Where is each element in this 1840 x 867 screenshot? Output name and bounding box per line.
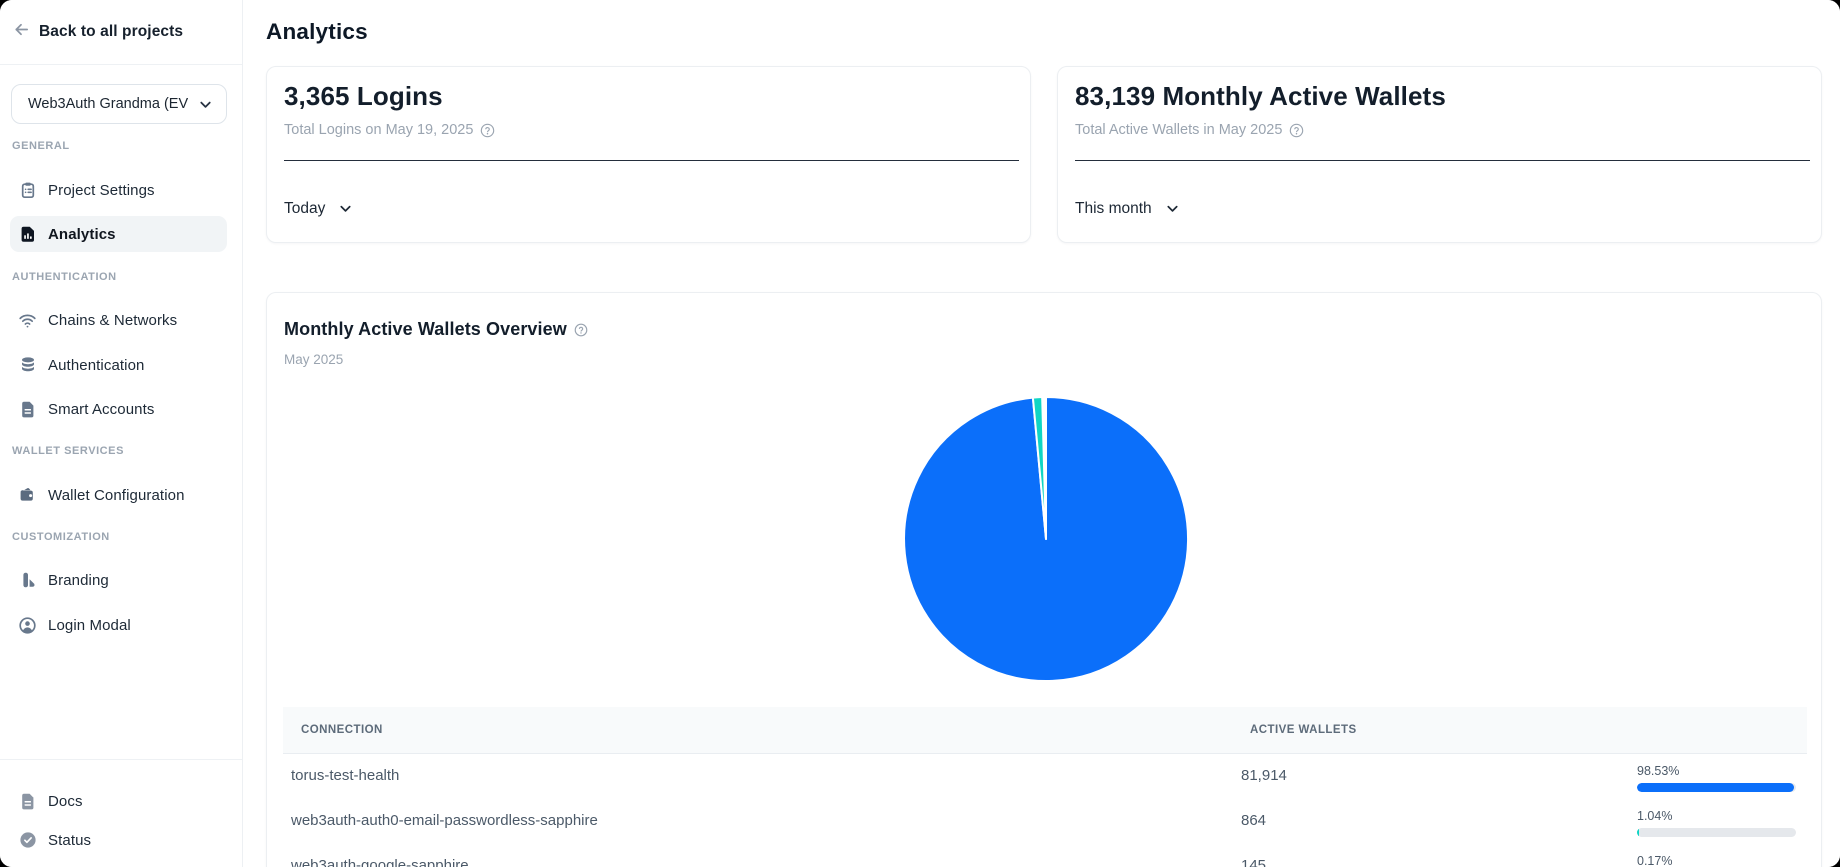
database-icon — [18, 356, 37, 375]
connection-cell: torus-test-health — [291, 767, 400, 784]
help-icon[interactable] — [1289, 123, 1304, 138]
paintbrush-icon — [18, 571, 37, 590]
monthly-active-wallets-card: Monthly Active Wallets Overview May 2025… — [266, 292, 1822, 867]
pct-label: 0.17% — [1637, 854, 1673, 867]
sidebar-item-wallet-configuration[interactable]: Wallet Configuration — [10, 477, 227, 513]
project-selector-value: Web3Auth Grandma (EV — [28, 96, 189, 112]
logins-stat-subtitle: Total Logins on May 19, 2025 — [284, 122, 495, 138]
chevron-down-icon — [198, 97, 213, 112]
share-cell: 98.53% — [1637, 764, 1796, 792]
active-wallets-cell: 145 — [1241, 857, 1267, 867]
sidebar: Back to all projects Web3Auth Grandma (E… — [0, 0, 243, 867]
sidebar-item-label: Project Settings — [48, 181, 155, 199]
sidebar-item-label: Analytics — [48, 225, 116, 243]
share-cell: 1.04% — [1637, 809, 1796, 837]
overview-subtitle: May 2025 — [284, 352, 344, 367]
active-wallets-cell: 81,914 — [1241, 767, 1287, 784]
chevron-down-icon — [1165, 201, 1180, 216]
logins-stat-title: 3,365 Logins — [284, 81, 443, 111]
bar-chart-icon — [18, 225, 37, 244]
wallet-icon — [18, 486, 37, 505]
page-title: Analytics — [266, 19, 368, 44]
logins-stat-card: 3,365 Logins Total Logins on May 19, 202… — [266, 66, 1031, 243]
sidebar-item-label: Docs — [48, 792, 83, 810]
wallets-stat-card: 83,139 Monthly Active Wallets Total Acti… — [1057, 66, 1822, 243]
document-icon — [18, 792, 37, 811]
sidebar-item-label: Status — [48, 831, 92, 849]
pct-bar-fill — [1637, 783, 1794, 792]
back-to-projects-link[interactable]: Back to all projects — [0, 0, 242, 65]
wallets-pie-chart[interactable] — [902, 395, 1190, 683]
section-label-authentication: AUTHENTICATION — [12, 271, 117, 283]
table-row[interactable]: web3auth-google-sapphire 145 0.17% — [283, 844, 1807, 867]
sidebar-item-project-settings[interactable]: Project Settings — [10, 172, 227, 208]
sidebar-item-chains-networks[interactable]: Chains & Networks — [10, 302, 227, 338]
help-icon[interactable] — [480, 123, 495, 138]
sidebar-item-label: Authentication — [48, 356, 145, 374]
sidebar-item-label: Login Modal — [48, 616, 131, 634]
table-header-row: CONNECTION ACTIVE WALLETS — [283, 707, 1807, 754]
pct-bar-track — [1637, 783, 1796, 792]
user-circle-icon — [18, 616, 37, 635]
main-content: Analytics 3,365 Logins Total Logins on M… — [243, 0, 1840, 867]
connection-cell: web3auth-google-sapphire — [291, 857, 469, 867]
section-label-wallet-services: WALLET SERVICES — [12, 445, 124, 457]
sidebar-item-docs[interactable]: Docs — [10, 783, 227, 819]
chart-baseline — [284, 160, 1019, 162]
check-circle-icon — [18, 831, 37, 850]
connection-cell: web3auth-auth0-email-passwordless-sapphi… — [291, 812, 598, 829]
sidebar-item-branding[interactable]: Branding — [10, 562, 227, 598]
pct-label: 98.53% — [1637, 764, 1680, 778]
help-icon[interactable] — [574, 323, 588, 337]
file-icon — [18, 400, 37, 419]
column-header-connection: CONNECTION — [301, 724, 383, 736]
project-selector[interactable]: Web3Auth Grandma (EV — [11, 84, 227, 124]
sidebar-footer-divider — [0, 759, 242, 760]
sidebar-item-label: Chains & Networks — [48, 311, 178, 329]
logins-range-select[interactable]: Today — [284, 198, 353, 219]
sidebar-item-smart-accounts[interactable]: Smart Accounts — [10, 391, 227, 427]
sidebar-item-label: Wallet Configuration — [48, 486, 185, 504]
wallets-stat-subtitle: Total Active Wallets in May 2025 — [1075, 122, 1304, 138]
overview-title: Monthly Active Wallets Overview — [284, 319, 567, 339]
chevron-down-icon — [338, 201, 353, 216]
pct-bar-track — [1637, 828, 1796, 837]
wallets-stat-title: 83,139 Monthly Active Wallets — [1075, 81, 1446, 111]
connections-table: CONNECTION ACTIVE WALLETS torus-test-hea… — [283, 707, 1807, 867]
wallets-range-select[interactable]: This month — [1075, 198, 1180, 219]
sidebar-item-authentication[interactable]: Authentication — [10, 347, 227, 383]
clipboard-icon — [18, 181, 37, 200]
sidebar-item-analytics[interactable]: Analytics — [10, 216, 227, 252]
back-to-projects-label: Back to all projects — [39, 23, 184, 40]
arrow-left-icon — [13, 21, 30, 43]
wifi-icon — [18, 311, 37, 330]
pct-bar-fill — [1637, 828, 1640, 837]
table-row[interactable]: web3auth-auth0-email-passwordless-sapphi… — [283, 799, 1807, 844]
sidebar-item-label: Smart Accounts — [48, 400, 155, 418]
share-cell: 0.17% — [1637, 854, 1796, 867]
pct-label: 1.04% — [1637, 809, 1673, 823]
section-label-general: GENERAL — [12, 140, 70, 152]
section-label-customization: CUSTOMIZATION — [12, 531, 110, 543]
sidebar-item-login-modal[interactable]: Login Modal — [10, 607, 227, 643]
column-header-active-wallets: ACTIVE WALLETS — [1250, 724, 1357, 736]
chart-baseline — [1075, 160, 1810, 162]
table-row[interactable]: torus-test-health 81,914 98.53% — [283, 754, 1807, 799]
sidebar-item-label: Branding — [48, 571, 109, 589]
active-wallets-cell: 864 — [1241, 812, 1267, 829]
sidebar-item-status[interactable]: Status — [10, 822, 227, 858]
